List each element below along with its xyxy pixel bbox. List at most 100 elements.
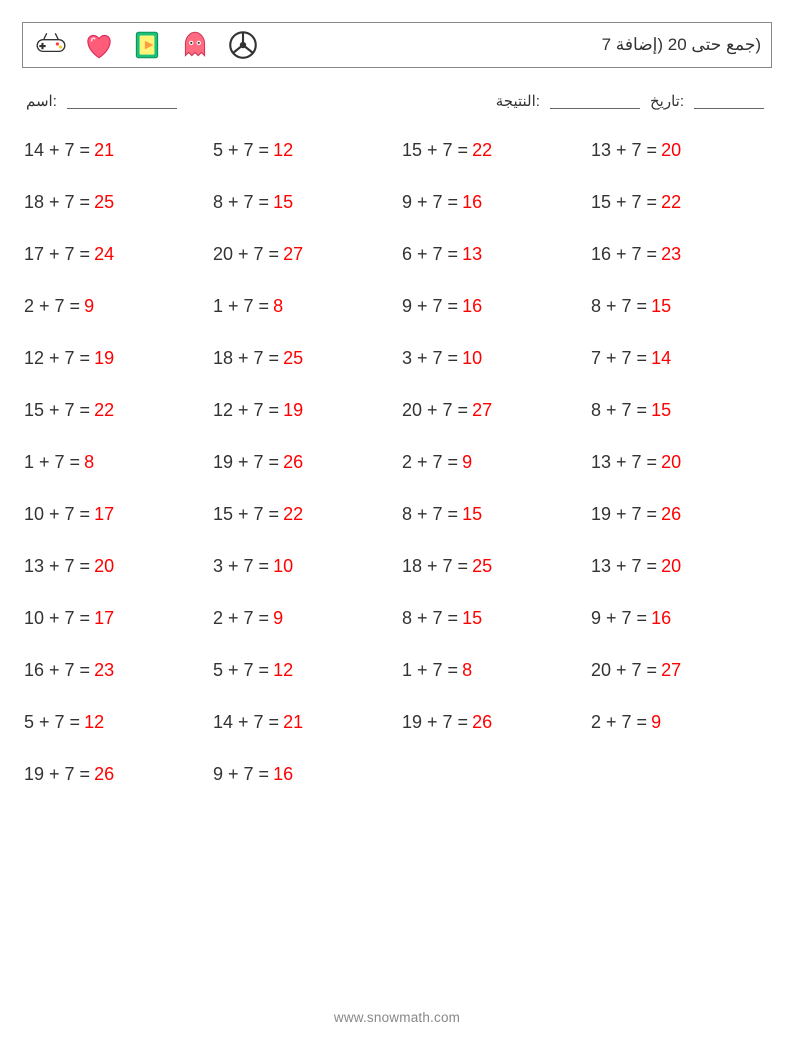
problem-answer: 24 bbox=[94, 244, 114, 265]
problem-answer: 8 bbox=[84, 452, 94, 473]
problem-answer: 25 bbox=[94, 192, 114, 213]
problem-answer: 16 bbox=[651, 608, 671, 629]
problem-cell: 20 + 7 = 27 bbox=[402, 384, 581, 436]
problem-answer: 15 bbox=[273, 192, 293, 213]
problem-cell: 20 + 7 = 27 bbox=[213, 228, 392, 280]
problem-equation: 20 + 7 = bbox=[213, 244, 279, 265]
problem-answer: 22 bbox=[283, 504, 303, 525]
problem-equation: 20 + 7 = bbox=[591, 660, 657, 681]
footer-link: www.snowmath.com bbox=[0, 1010, 794, 1025]
problem-cell: 2 + 7 = 9 bbox=[591, 696, 770, 748]
problem-answer: 8 bbox=[462, 660, 472, 681]
problem-cell: 13 + 7 = 20 bbox=[591, 540, 770, 592]
problem-equation: 13 + 7 = bbox=[591, 140, 657, 161]
problem-equation: 9 + 7 = bbox=[213, 764, 269, 785]
problem-answer: 15 bbox=[651, 296, 671, 317]
problem-equation: 13 + 7 = bbox=[591, 556, 657, 577]
problem-cell: 15 + 7 = 22 bbox=[402, 124, 581, 176]
problem-cell: 15 + 7 = 22 bbox=[213, 488, 392, 540]
problem-answer: 9 bbox=[651, 712, 661, 733]
problem-equation: 2 + 7 = bbox=[402, 452, 458, 473]
problem-answer: 23 bbox=[661, 244, 681, 265]
problem-cell: 19 + 7 = 26 bbox=[24, 748, 203, 800]
problem-cell: 2 + 7 = 9 bbox=[24, 280, 203, 332]
problems-grid: 14 + 7 = 215 + 7 = 1215 + 7 = 2213 + 7 =… bbox=[22, 124, 772, 800]
header-icons bbox=[33, 27, 261, 63]
date-label: تاريخ: bbox=[650, 92, 684, 110]
problem-cell: 9 + 7 = 16 bbox=[213, 748, 392, 800]
problem-equation: 6 + 7 = bbox=[402, 244, 458, 265]
problem-equation: 8 + 7 = bbox=[402, 608, 458, 629]
problem-equation: 16 + 7 = bbox=[24, 660, 90, 681]
problem-cell: 13 + 7 = 20 bbox=[591, 436, 770, 488]
problem-answer: 12 bbox=[84, 712, 104, 733]
problem-equation: 12 + 7 = bbox=[213, 400, 279, 421]
problem-cell: 3 + 7 = 10 bbox=[402, 332, 581, 384]
meta-row: اسم: النتيجة: تاريخ: bbox=[26, 92, 768, 110]
problem-equation: 18 + 7 = bbox=[402, 556, 468, 577]
problem-equation: 3 + 7 = bbox=[213, 556, 269, 577]
problem-answer: 10 bbox=[273, 556, 293, 577]
problem-answer: 14 bbox=[651, 348, 671, 369]
name-label: اسم: bbox=[26, 92, 57, 110]
problem-answer: 13 bbox=[462, 244, 482, 265]
problem-answer: 15 bbox=[651, 400, 671, 421]
problem-equation: 5 + 7 = bbox=[24, 712, 80, 733]
problem-equation: 15 + 7 = bbox=[402, 140, 468, 161]
ghost-icon bbox=[177, 27, 213, 63]
problem-equation: 7 + 7 = bbox=[591, 348, 647, 369]
problem-answer: 9 bbox=[462, 452, 472, 473]
problem-cell: 18 + 7 = 25 bbox=[402, 540, 581, 592]
problem-cell: 16 + 7 = 23 bbox=[591, 228, 770, 280]
problem-cell: 16 + 7 = 23 bbox=[24, 644, 203, 696]
problem-cell: 10 + 7 = 17 bbox=[24, 488, 203, 540]
problem-equation: 1 + 7 = bbox=[402, 660, 458, 681]
problem-equation: 5 + 7 = bbox=[213, 140, 269, 161]
problem-cell: 5 + 7 = 12 bbox=[213, 644, 392, 696]
problem-equation: 2 + 7 = bbox=[213, 608, 269, 629]
problem-answer: 27 bbox=[661, 660, 681, 681]
problem-answer: 19 bbox=[283, 400, 303, 421]
problem-answer: 27 bbox=[472, 400, 492, 421]
problem-answer: 25 bbox=[283, 348, 303, 369]
problem-equation: 13 + 7 = bbox=[24, 556, 90, 577]
problem-equation: 1 + 7 = bbox=[24, 452, 80, 473]
problem-cell: 5 + 7 = 12 bbox=[24, 696, 203, 748]
problem-answer: 20 bbox=[94, 556, 114, 577]
problem-cell: 6 + 7 = 13 bbox=[402, 228, 581, 280]
problem-equation: 15 + 7 = bbox=[213, 504, 279, 525]
problem-cell: 19 + 7 = 26 bbox=[213, 436, 392, 488]
problem-cell: 8 + 7 = 15 bbox=[591, 384, 770, 436]
problem-cell: 2 + 7 = 9 bbox=[402, 436, 581, 488]
problem-cell: 12 + 7 = 19 bbox=[24, 332, 203, 384]
problem-equation: 16 + 7 = bbox=[591, 244, 657, 265]
problem-cell: 5 + 7 = 12 bbox=[213, 124, 392, 176]
heart-icon bbox=[81, 27, 117, 63]
problem-answer: 12 bbox=[273, 660, 293, 681]
problem-cell: 13 + 7 = 20 bbox=[591, 124, 770, 176]
problem-equation: 19 + 7 = bbox=[591, 504, 657, 525]
problem-cell: 8 + 7 = 15 bbox=[591, 280, 770, 332]
problem-answer: 10 bbox=[462, 348, 482, 369]
problem-answer: 20 bbox=[661, 452, 681, 473]
problem-cell: 12 + 7 = 19 bbox=[213, 384, 392, 436]
problem-equation: 15 + 7 = bbox=[591, 192, 657, 213]
problem-equation: 19 + 7 = bbox=[24, 764, 90, 785]
problem-equation: 10 + 7 = bbox=[24, 504, 90, 525]
problem-equation: 20 + 7 = bbox=[402, 400, 468, 421]
problem-answer: 22 bbox=[661, 192, 681, 213]
problem-answer: 19 bbox=[94, 348, 114, 369]
problem-answer: 17 bbox=[94, 504, 114, 525]
problem-cell: 1 + 7 = 8 bbox=[402, 644, 581, 696]
problem-cell: 19 + 7 = 26 bbox=[591, 488, 770, 540]
problem-cell: 9 + 7 = 16 bbox=[591, 592, 770, 644]
play-card-icon bbox=[129, 27, 165, 63]
problem-answer: 26 bbox=[472, 712, 492, 733]
problem-equation: 14 + 7 = bbox=[24, 140, 90, 161]
problem-equation: 9 + 7 = bbox=[591, 608, 647, 629]
problem-cell: 10 + 7 = 17 bbox=[24, 592, 203, 644]
problem-answer: 15 bbox=[462, 608, 482, 629]
problem-cell bbox=[591, 748, 770, 800]
problem-cell: 14 + 7 = 21 bbox=[24, 124, 203, 176]
name-blank bbox=[67, 94, 177, 109]
